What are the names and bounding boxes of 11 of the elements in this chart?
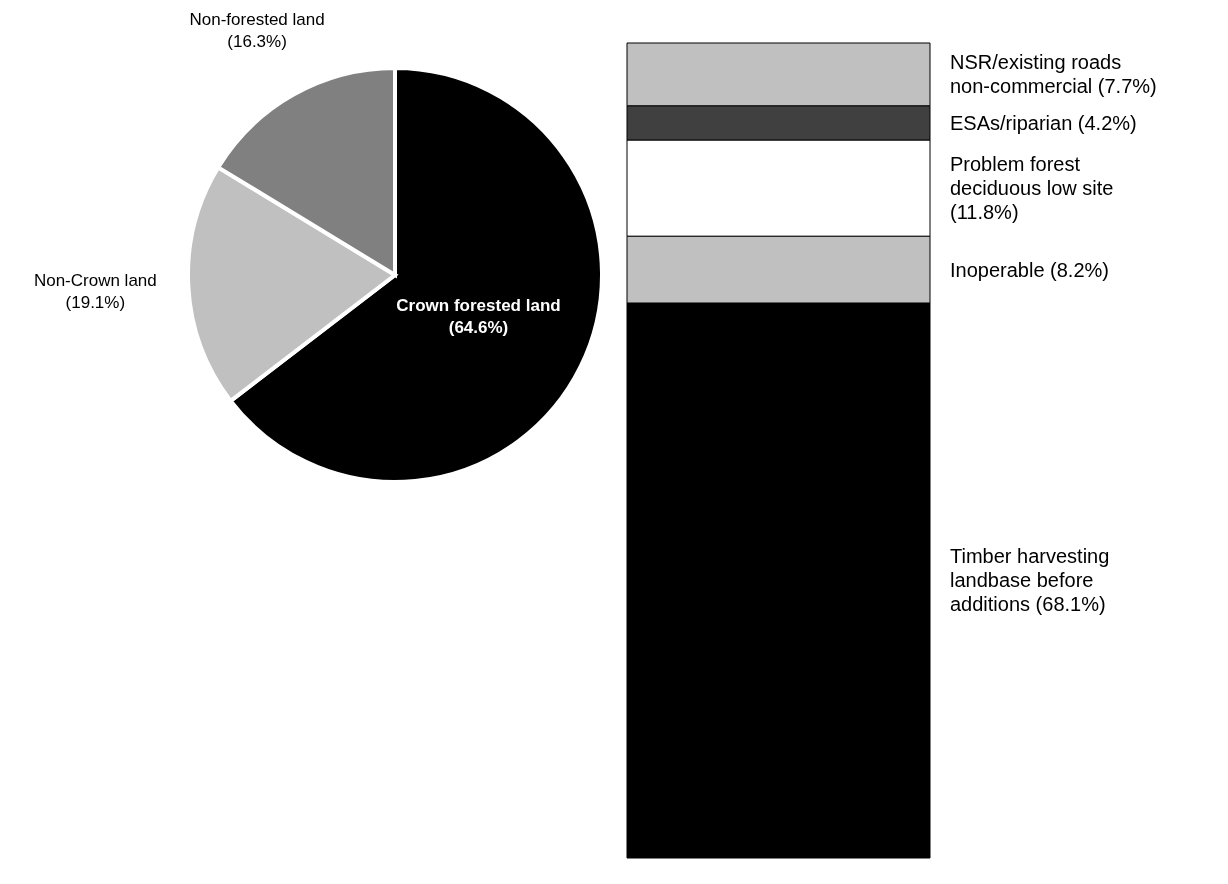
series-label: ESAs/riparian (4.2%) <box>950 111 1137 134</box>
slice-label: Non-Crown land <box>33 270 157 290</box>
data-label: (16.3%) <box>227 31 287 51</box>
series-label: Problem forest deciduous low site (11.8%) <box>950 153 1114 224</box>
series-label: Inoperable (8.2%) <box>950 258 1109 281</box>
data-label: (19.1%) <box>65 292 126 312</box>
series-label: NSR/existing roads non-commercial (7.7%) <box>950 51 1157 98</box>
series-label: Timber harvesting landbase before additions (68.1%) <box>950 545 1110 616</box>
slice-label: Crown forested land <box>396 295 561 315</box>
data-label: (64.6%) <box>448 317 509 337</box>
slice-label: Non-forested land <box>189 9 325 29</box>
